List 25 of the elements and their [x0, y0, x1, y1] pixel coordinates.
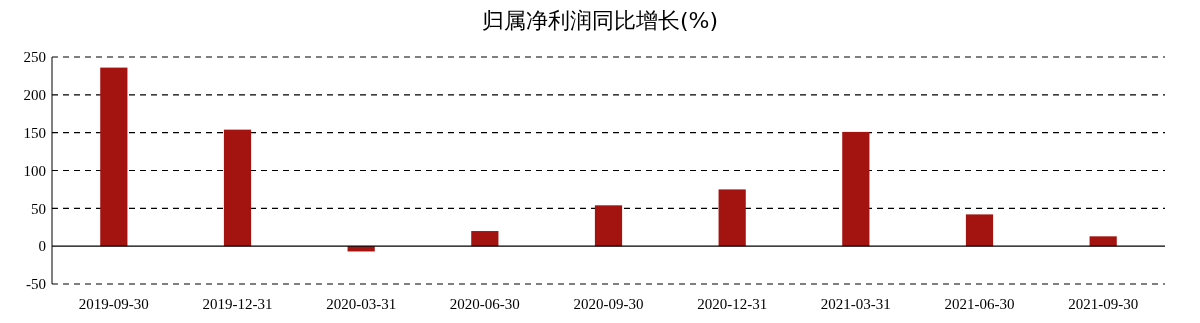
y-tick-label: 150	[23, 124, 46, 141]
x-tick-label: 2020-09-30	[573, 296, 644, 312]
y-tick-label: 250	[23, 49, 46, 66]
x-tick-label: 2021-09-30	[1068, 296, 1139, 312]
bar	[718, 189, 746, 247]
x-tick-label: 2019-12-31	[202, 296, 273, 312]
x-tick-label: 2020-12-31	[697, 296, 768, 312]
x-tick-label: 2021-06-30	[944, 296, 1015, 312]
bar	[100, 67, 128, 247]
y-tick-label: 100	[23, 162, 46, 179]
y-tick-label: 0	[38, 238, 46, 255]
y-tick-label: -50	[26, 276, 46, 293]
y-tick-label: 200	[23, 87, 46, 104]
x-tick-label: 2019-09-30	[78, 296, 149, 312]
bar	[965, 214, 994, 247]
x-tick-label: 2020-03-31	[326, 296, 397, 312]
bar	[1089, 236, 1117, 247]
chart-title: 归属净利润同比增长(%)	[481, 8, 719, 33]
x-tick-label: 2020-06-30	[449, 296, 520, 312]
bar	[223, 129, 252, 247]
bar	[471, 231, 499, 247]
bar	[842, 131, 870, 247]
bar	[594, 205, 623, 247]
y-tick-label: 50	[31, 200, 46, 217]
x-tick-label: 2021-03-31	[820, 296, 891, 312]
